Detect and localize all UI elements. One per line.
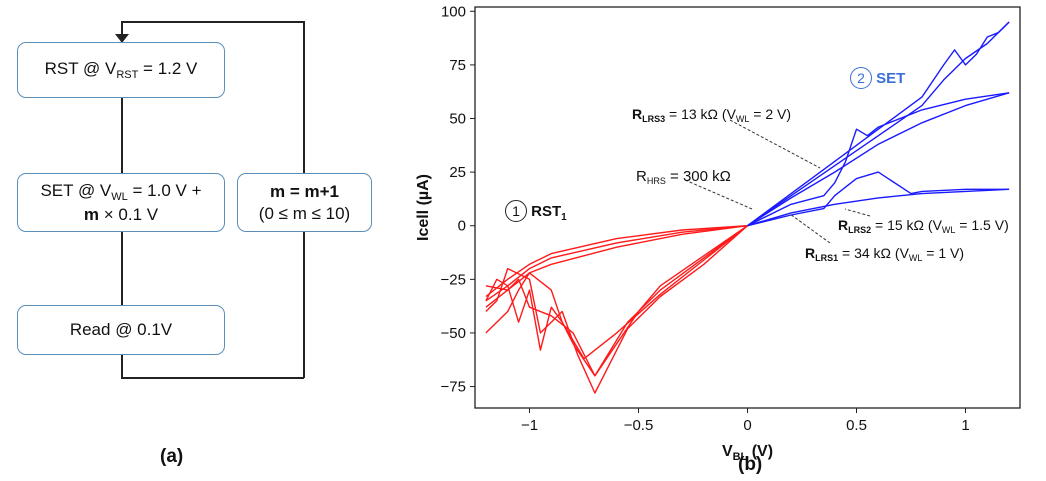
rhrs-annotation: RHRS = 300 kΩ [636,168,731,186]
panel-b-label: (b) [738,454,763,475]
rlrs1-suffix: = 34 kΩ (V [838,245,909,261]
series-line-rst-5 [485,225,748,308]
rlrs1-sub: LRS1 [815,253,839,263]
rhrs-sub: HRS [646,176,666,186]
annotation-leader-2 [844,208,871,217]
x-tick-label: 0 [743,417,751,434]
x-tick-label: −0.5 [624,417,654,434]
annotation-leader-1 [729,119,821,169]
x-axis-label: VBL (V) [722,443,773,463]
rlrs2-suffix: = 15 kΩ (V [871,217,942,233]
y-tick-label: −75 [441,379,466,396]
loop-line2: (0 ≤ m ≤ 10) [258,203,351,223]
rhrs-suffix: = 300 kΩ [665,168,731,185]
rst1-annotation: 1 RST1 [505,200,567,223]
rst-box: RST @ VRST = 1.2 V [17,42,225,98]
rst-prefix: RST @ V [44,59,117,78]
circle-2-icon: 2 [850,67,872,89]
set-m: m [83,204,100,224]
wire-into-rst [121,21,123,37]
wire-set-read [121,232,123,305]
rlrs2-sub: LRS2 [848,225,872,235]
set-box-line1: SET @ VWL = 1.0 V + [40,180,201,204]
series-line-rst-3 [485,225,748,377]
y-tick-label: 0 [458,218,466,235]
rlrs3-annotation: RLRS3 = 13 kΩ (VWL = 2 V) [632,106,792,124]
rlrs3-sub: LRS3 [642,114,666,124]
circle-1-icon: 1 [505,200,527,222]
set-suffix: = 1.0 V + [127,180,202,200]
read-label: Read @ 0.1V [69,320,173,339]
rlrs3-prefix: R [632,106,643,122]
rst-sub: RST [116,69,139,81]
set-box: SET @ VWL = 1.0 V + m × 0.1 V [17,173,225,232]
flowchart-panel: RST @ VRST = 1.2 V SET @ VWL = 1.0 V + m… [0,0,400,481]
rst-suffix: = 1.2 V [138,59,198,78]
series-line-set-10 [747,92,1010,227]
x-tick-label: 1 [961,417,969,434]
x-tick-label: 0.5 [846,417,867,434]
rlrs1-prefix: R [805,245,816,261]
series-line-set-11 [747,188,1010,227]
rst-box-label: RST @ VRST = 1.2 V [45,58,198,82]
series-line-rst-0 [485,225,748,377]
loop-wire-top [121,21,304,23]
set-line2-rest: × 0.1 V [99,204,159,224]
rst1-text: RST [531,203,562,220]
rhrs-prefix: R [636,168,647,185]
rlrs3-sub2: WL [735,114,750,124]
y-tick-label: 75 [449,57,466,74]
wire-read-bottom [121,355,123,378]
y-tick-label: 50 [449,111,466,128]
series-line-rst-6 [485,225,748,298]
set-box-line2: m × 0.1 V [84,204,158,226]
rlrs3-suffix2: = 2 V) [749,106,792,122]
y-tick-label: −50 [441,325,466,342]
rlrs2-sub2: WL [941,225,956,235]
loop-line1: m = m+1 [270,181,339,201]
rlrs2-prefix: R [838,217,849,233]
set-prefix: SET @ V [40,180,112,200]
rlrs1-sub2: WL [908,253,923,263]
loop-box: m = m+1 (0 ≤ m ≤ 10) [237,173,372,232]
set2-text: SET [876,70,906,87]
annotation-leader-3 [789,213,831,244]
rst1-sub: 1 [561,212,567,223]
read-box: Read @ 0.1V [17,305,225,355]
rlrs2-annotation: RLRS2 = 15 kΩ (VWL = 1.5 V) [838,217,1009,235]
loop-wire-bottom [121,377,304,379]
series-line-set-12 [747,171,1010,227]
y-tick-label: 100 [441,3,466,20]
rlrs1-annotation: RLRS1 = 34 kΩ (VWL = 1 V) [805,245,965,263]
y-axis-label: Icell (µA) [415,174,432,241]
series-line-set-8 [747,21,1010,227]
x-tick-label: −1 [521,417,538,434]
iv-chart: −1 −0.5 0 0.5 1 −75 −50 −25 0 25 50 75 100 VBL (V) Ice… [415,3,1021,463]
series-line-rst-1 [485,225,748,394]
series-line-set-9 [747,92,1010,227]
arrowhead-icon [115,34,129,43]
rlrs2-suffix2: = 1.5 V) [955,217,1009,233]
y-tick-label: 25 [449,164,466,181]
y-tick-label: −25 [441,271,466,288]
panel-a-label: (a) [160,446,184,467]
rlrs1-suffix2: = 1 V) [922,245,965,261]
wire-rst-set [121,98,123,173]
series-line-rst-4 [485,225,748,302]
series-line-set-7 [747,21,1010,227]
annotation-leader-0 [684,179,753,210]
set2-annotation: 2 SET [850,67,905,89]
rlrs3-suffix: = 13 kΩ (V [665,106,736,122]
set-sub: WL [111,190,128,203]
